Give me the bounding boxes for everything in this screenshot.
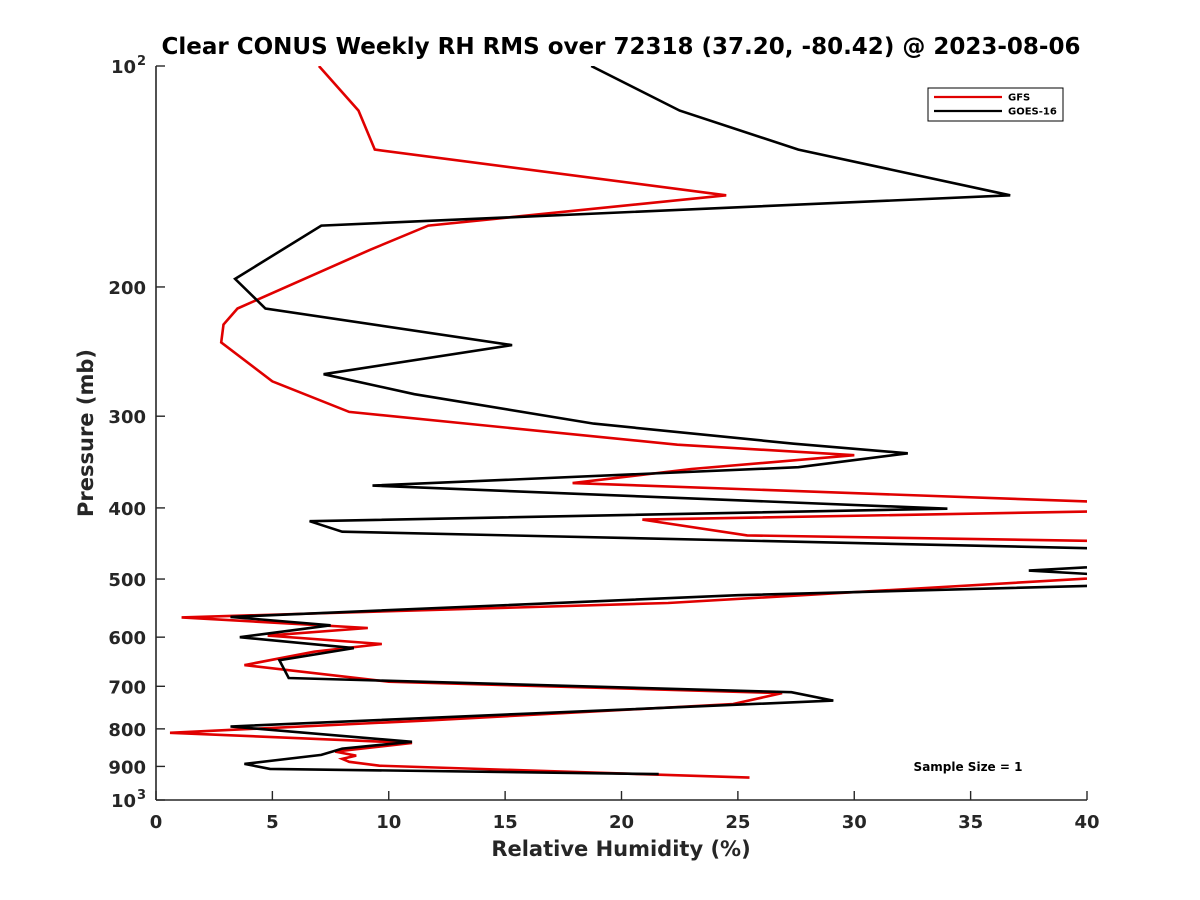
series-line-gfs (169, 66, 1087, 779)
x-tick-label: 5 (266, 812, 279, 833)
y-axis-label: Pressure (mb) (74, 349, 98, 517)
y-tick-exponent: 2 (137, 54, 146, 69)
series-line-goes-16 (230, 66, 1087, 776)
y-tick-label: 500 (108, 570, 146, 591)
y-tick-label: 600 (108, 628, 146, 649)
y-tick-label: 400 (108, 499, 146, 520)
x-tick-label: 15 (493, 812, 518, 833)
chart-title: Clear CONUS Weekly RH RMS over 72318 (37… (162, 34, 1081, 60)
sample-size-annotation: Sample Size = 1 (914, 760, 1023, 774)
x-tick-label: 0 (150, 812, 163, 833)
x-tick-label: 25 (725, 812, 750, 833)
x-axis-label: Relative Humidity (%) (491, 837, 750, 861)
x-tick-label: 30 (842, 812, 867, 833)
legend-box (927, 87, 1064, 122)
y-tick-exponent: 3 (137, 788, 146, 803)
y-tick-label: 700 (108, 677, 146, 698)
x-tick-label: 35 (958, 812, 983, 833)
y-tick-label: 10 (111, 57, 136, 78)
legend: GFS GOES-16 (927, 87, 1064, 122)
x-tick-label: 40 (1074, 812, 1099, 833)
y-tick-label: 900 (108, 757, 146, 778)
x-tick-label: 10 (376, 812, 401, 833)
y-tick-label: 200 (108, 278, 146, 299)
legend-label-goes-16: GOES-16 (1008, 107, 1057, 118)
y-tick-label: 300 (108, 407, 146, 428)
legend-label-gfs: GFS (1008, 93, 1030, 104)
y-tick-label: 10 (111, 791, 136, 812)
x-tick-label: 20 (609, 812, 634, 833)
y-tick-label: 800 (108, 720, 146, 741)
